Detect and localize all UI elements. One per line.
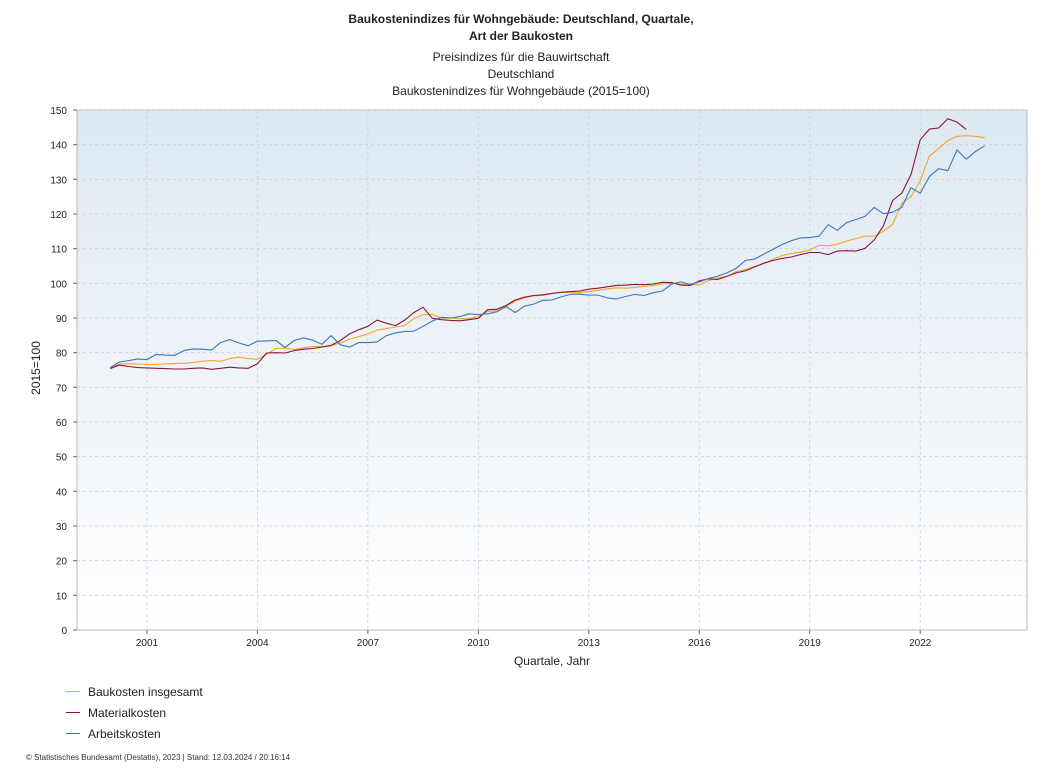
x-tick-label: 2013 — [578, 638, 601, 649]
y-tick-label: 110 — [51, 245, 67, 256]
y-tick-label: 120 — [50, 210, 67, 221]
x-axis-label: Quartale, Jahr — [514, 654, 590, 668]
legend-swatch-labor — [66, 733, 80, 734]
legend-item-total[interactable]: Baukosten insgesamt — [66, 681, 203, 702]
y-tick-label: 50 — [56, 453, 68, 464]
chart-title-line1: Baukostenindizes für Wohngebäude: Deutsc… — [348, 12, 694, 26]
legend-label-labor: Arbeitskosten — [88, 726, 161, 741]
x-tick-label: 2010 — [467, 638, 490, 649]
y-tick-label: 70 — [56, 383, 68, 394]
chart-title-line2: Art der Baukosten — [468, 29, 574, 43]
x-tick-label: 2007 — [357, 638, 380, 649]
y-tick-label: 60 — [56, 418, 68, 429]
series-line-material — [109, 118, 967, 370]
y-tick-label: 100 — [50, 279, 67, 290]
legend-swatch-material — [66, 712, 80, 713]
x-tick-label: 2004 — [246, 638, 269, 649]
y-axis-label: 2015=100 — [29, 341, 43, 395]
x-tick-label: 2022 — [909, 638, 932, 649]
chart-subtitle-line1: Preisindizes für die Bauwirtschaft — [432, 50, 610, 64]
y-tick-label: 140 — [50, 141, 67, 152]
y-tick-label: 0 — [61, 626, 67, 637]
y-tick-label: 40 — [56, 487, 68, 498]
legend: Baukosten insgesamt Materialkosten Arbei… — [66, 681, 203, 744]
chart-subtitle-line3: Baukostenindizes für Wohngebäude (2015=1… — [392, 84, 650, 98]
source-footer: © Statistisches Bundesamt (Destatis), 20… — [26, 753, 291, 762]
line-chart: 0 10 20 30 40 50 60 70 80 90 100 110 120 130 140 150 200… — [29, 106, 1028, 668]
x-tick-label: 2019 — [799, 638, 822, 649]
legend-label-material: Materialkosten — [88, 705, 167, 720]
legend-swatch-total — [66, 691, 80, 692]
series-line-labor — [109, 145, 985, 369]
plot-area — [76, 109, 1028, 631]
y-tick-label: 90 — [56, 314, 68, 325]
y-tick-label: 150 — [50, 106, 67, 117]
legend-item-labor[interactable]: Arbeitskosten — [66, 723, 203, 744]
y-tick-label: 30 — [56, 522, 68, 533]
y-tick-label: 10 — [56, 591, 68, 602]
y-tick-label: 20 — [56, 557, 68, 568]
y-tick-label: 80 — [56, 349, 68, 360]
x-tick-label: 2016 — [688, 638, 711, 649]
chart-subtitle-line2: Deutschland — [487, 67, 555, 81]
x-tick-label: 2001 — [136, 638, 159, 649]
y-tick-label: 130 — [50, 175, 67, 186]
legend-item-material[interactable]: Materialkosten — [66, 702, 203, 723]
legend-label-total: Baukosten insgesamt — [88, 684, 203, 699]
